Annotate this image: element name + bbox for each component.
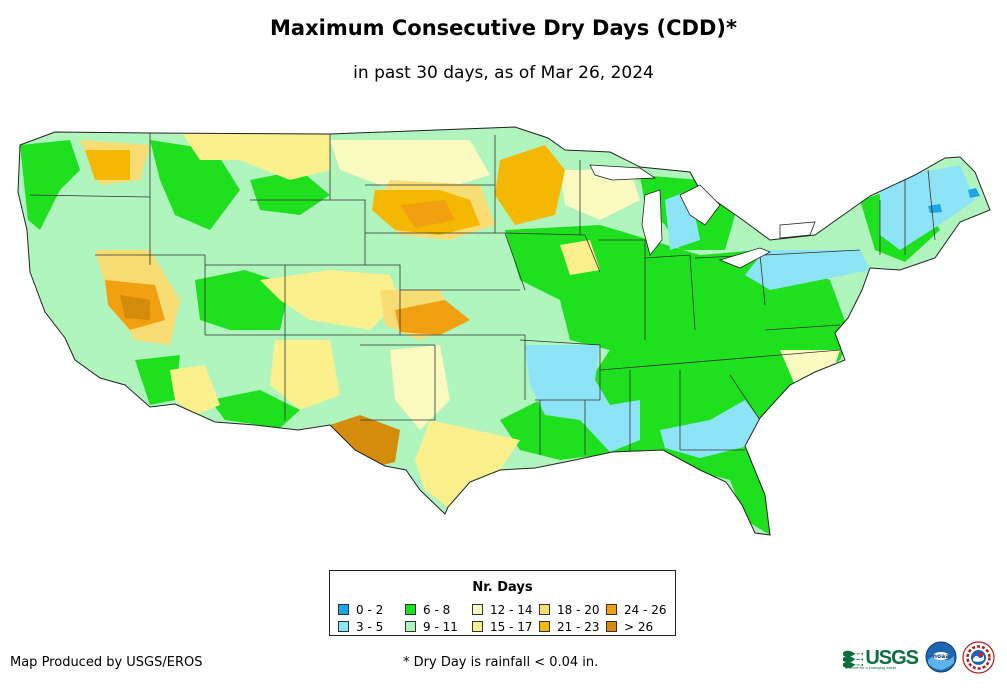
state-boundaries	[29, 133, 936, 455]
region-3-5-days	[525, 165, 975, 458]
legend-grid: 0 - 2 6 - 8 12 - 14 18 - 20 24 - 26 3 - …	[338, 602, 673, 634]
legend-label: 15 - 17	[490, 619, 533, 634]
noaa-logo-text: noaa	[933, 653, 950, 660]
legend-item: 21 - 23	[539, 619, 606, 634]
legend-item: 6 - 8	[405, 602, 472, 617]
map-title: Maximum Consecutive Dry Days (CDD)*	[270, 16, 737, 40]
legend-item: 12 - 14	[472, 602, 539, 617]
legend-label: 21 - 23	[557, 619, 600, 634]
map-credit: Map Produced by USGS/EROS	[10, 655, 203, 670]
usgs-logo-text: USGS	[865, 646, 919, 669]
legend-label: 24 - 26	[624, 602, 667, 617]
legend-swatch	[405, 604, 416, 615]
legend-item: 15 - 17	[472, 619, 539, 634]
legend-label: 12 - 14	[490, 602, 533, 617]
legend-swatch	[539, 621, 550, 632]
region-over-26-days	[120, 295, 400, 468]
usgs-tagline: science for a changing world	[845, 665, 896, 670]
legend-item: 3 - 5	[338, 619, 405, 634]
legend-label: 0 - 2	[356, 602, 384, 617]
legend-item: > 26	[606, 619, 673, 634]
noaa-logo-icon: noaa	[925, 641, 957, 673]
legend-item: 9 - 11	[405, 619, 472, 634]
map-subtitle: in past 30 days, as of Mar 26, 2024	[353, 63, 654, 83]
great-lakes	[589, 164, 816, 269]
us-outline	[17, 126, 991, 536]
legend-swatch	[338, 621, 349, 632]
legend-label: 18 - 20	[557, 602, 600, 617]
legend-label: 3 - 5	[356, 619, 384, 634]
legend-swatch	[606, 604, 617, 615]
legend-swatch	[539, 604, 550, 615]
legend-label: 6 - 8	[423, 602, 451, 617]
legend-item: 0 - 2	[338, 602, 405, 617]
legend-swatch	[472, 621, 483, 632]
legend-swatch	[472, 604, 483, 615]
legend-box: Nr. Days 0 - 2 6 - 8 12 - 14 18 - 20 24 …	[329, 570, 676, 636]
region-6-8-days	[20, 140, 940, 535]
usgs-logo: USGS science for a changing world	[843, 645, 919, 671]
legend-item: 24 - 26	[606, 602, 673, 617]
nws-logo-icon	[962, 641, 995, 674]
legend-label: > 26	[624, 619, 654, 634]
legend-label: 9 - 11	[423, 619, 458, 634]
legend-swatch	[606, 621, 617, 632]
region-15-17-days	[170, 130, 600, 507]
dry-day-footnote: * Dry Day is rainfall < 0.04 in.	[403, 655, 599, 670]
legend-swatch	[338, 604, 349, 615]
legend-title: Nr. Days	[472, 580, 533, 595]
usgs-wave-icon	[843, 650, 864, 668]
legend-swatch	[405, 621, 416, 632]
legend-item: 18 - 20	[539, 602, 606, 617]
